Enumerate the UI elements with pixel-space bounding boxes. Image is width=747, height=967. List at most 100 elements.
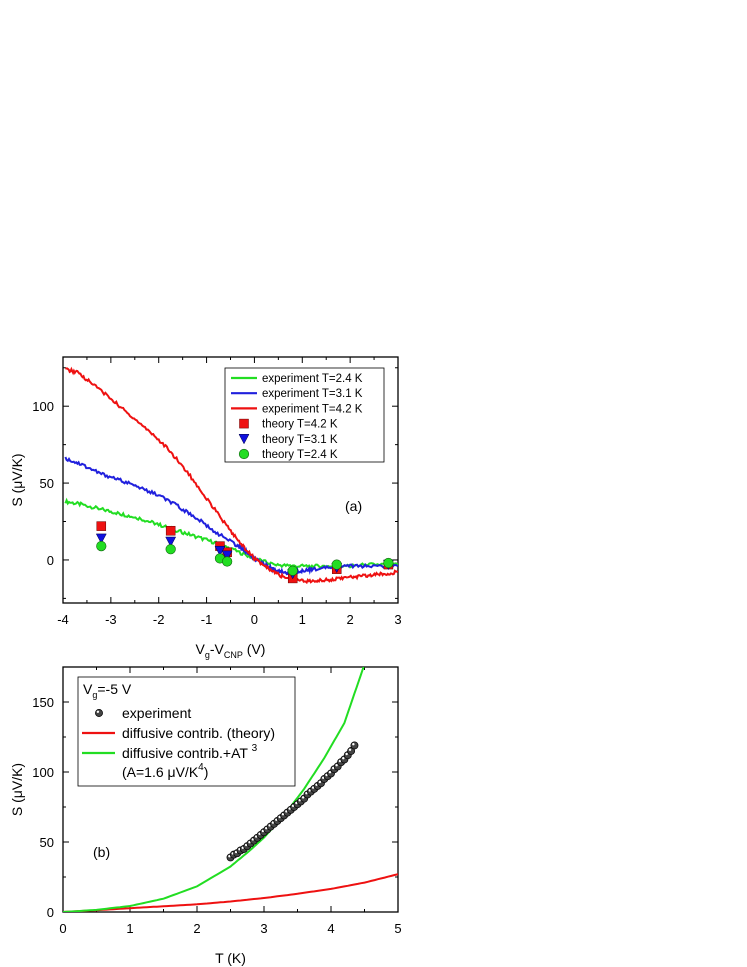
data-point-highlight (228, 855, 231, 858)
x-tick-label: 1 (299, 612, 306, 627)
panel-label: (a) (345, 498, 362, 514)
legend-label: experiment T=3.1 K (262, 388, 363, 400)
data-point-square (165, 525, 176, 536)
y-axis-label: S (μV/K) (9, 453, 25, 506)
data-point-triangle (95, 533, 107, 544)
data-point-highlight (96, 710, 100, 713)
legend-label: diffusive contrib.+AT 3 (122, 743, 258, 761)
legend-note: (A=1.6 μV/K4) (122, 762, 208, 780)
data-point-highlight (338, 759, 342, 763)
data-point-highlight (234, 850, 238, 854)
legend: Vg=-5 V experiment diffusive contrib. (the… (77, 676, 296, 787)
data-point-highlight (342, 757, 345, 760)
data-point-highlight (275, 818, 278, 821)
data-point-triangle (238, 434, 250, 445)
x-tick-label: -1 (201, 612, 213, 627)
data-point-highlight (285, 810, 288, 813)
y-tick-label: 0 (47, 553, 54, 568)
x-tick-label: 4 (327, 921, 334, 936)
data-point-highlight (268, 824, 271, 827)
data-point-highlight (332, 766, 335, 770)
data-point-highlight (251, 838, 255, 841)
x-tick-label: -2 (153, 612, 165, 627)
x-tick-label: 5 (394, 921, 401, 936)
y-tick-label: 150 (32, 695, 54, 710)
data-point-highlight (258, 832, 261, 835)
data-point-highlight (311, 786, 315, 789)
data-point-highlight (345, 752, 348, 756)
data-point-highlight (348, 748, 352, 751)
data-layer (64, 366, 398, 585)
x-tick-label: 2 (347, 612, 354, 627)
data-point-highlight (291, 804, 295, 807)
data-point-highlight (271, 821, 275, 824)
legend-label: experiment T=2.4 K (262, 373, 363, 385)
series-line (63, 873, 398, 912)
data-point-highlight (325, 773, 328, 777)
data-point-highlight (288, 807, 291, 810)
gate-voltage-annotation: Vg=-5 V (83, 681, 132, 700)
data-point-highlight (241, 846, 244, 849)
legend-label: theory T=2.4 K (262, 449, 338, 461)
y-tick-label: 50 (40, 476, 54, 491)
data-point-highlight (305, 792, 308, 795)
data-point-ball (95, 709, 103, 717)
data-point-highlight (265, 827, 268, 830)
series-line (63, 667, 365, 912)
legend-label: theory T=4.2 K (262, 419, 338, 431)
data-point-square (96, 521, 107, 531)
x-tick-label: 1 (126, 921, 133, 936)
data-point-ball (350, 741, 359, 750)
legend: experiment T=2.4 K experiment T=3.1 K expe… (224, 367, 385, 463)
panel-a: -4 -3 -2 -1 0 1 2 3 0 50 100 Vg-VCNP (V) S (μV/K) (a)… (9, 356, 402, 660)
data-point-highlight (335, 764, 338, 767)
data-point-highlight (301, 796, 305, 799)
x-tick-label: -4 (57, 612, 69, 627)
y-tick-label: 100 (32, 399, 54, 414)
data-layer (63, 667, 398, 912)
data-point-highlight (255, 835, 258, 838)
x-tick-label: 0 (251, 612, 258, 627)
data-point-highlight (308, 789, 311, 792)
y-axis-label: S (μV/K) (9, 763, 25, 816)
data-point-highlight (298, 799, 301, 802)
x-tick-label: 3 (394, 612, 401, 627)
legend-box (224, 367, 385, 463)
data-point-triangle (165, 536, 177, 548)
y-tick-label: 100 (32, 765, 54, 780)
data-point-highlight (318, 780, 322, 784)
y-tick-label: 50 (40, 835, 54, 850)
data-point-highlight (328, 771, 332, 774)
data-point-circle (222, 556, 233, 567)
data-point-triangle (221, 550, 233, 561)
data-point-highlight (295, 801, 298, 805)
legend-label: experiment T=4.2 K (262, 403, 363, 415)
legend-label: diffusive contrib. (theory) (122, 725, 275, 741)
data-point-square (239, 418, 249, 429)
data-point-highlight (248, 841, 251, 844)
legend-label: experiment (122, 705, 191, 721)
data-point-highlight (281, 813, 285, 816)
data-point-highlight (261, 829, 265, 833)
data-point-circle (383, 557, 394, 569)
data-point-highlight (352, 743, 355, 746)
data-point-circle (331, 559, 342, 570)
data-point-circle (96, 541, 107, 552)
data-point-circle (238, 448, 250, 460)
legend-box (77, 676, 296, 787)
legend-label: theory T=3.1 K (262, 434, 338, 446)
data-point-highlight (244, 843, 248, 847)
x-tick-label: 3 (260, 921, 267, 936)
series-line (65, 366, 398, 585)
x-axis-label: T (K) (215, 950, 246, 966)
panel-label: (b) (93, 844, 110, 860)
data-point-circle (287, 565, 298, 576)
x-tick-label: 2 (193, 921, 200, 936)
x-tick-label: 0 (59, 921, 66, 936)
data-point-highlight (278, 815, 281, 819)
y-tick-label: 0 (47, 905, 54, 920)
x-axis-label: Vg-VCNP (V) (196, 641, 266, 660)
x-tick-label: -3 (105, 612, 117, 627)
